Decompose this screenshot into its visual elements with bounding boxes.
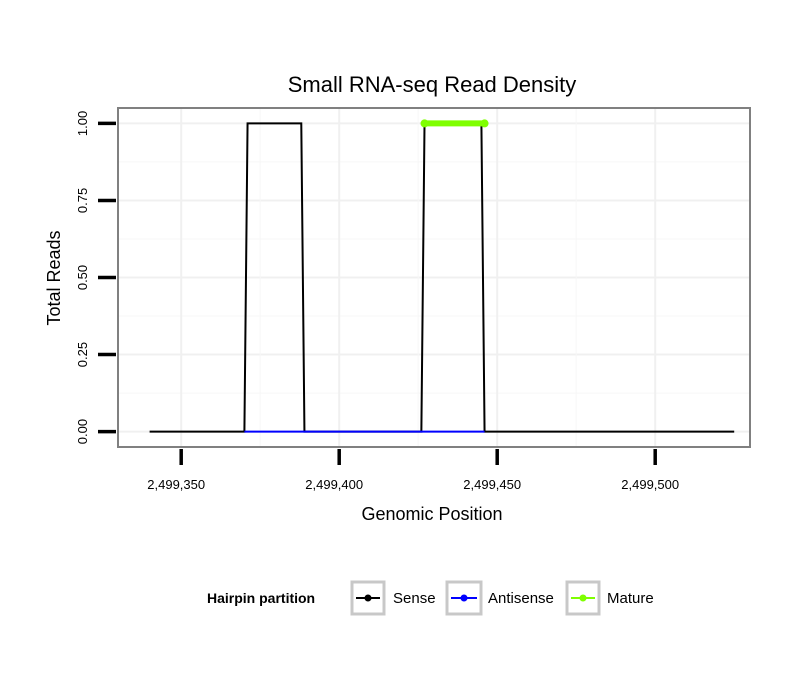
legend: Hairpin partition Sense Antisense Mature bbox=[207, 580, 654, 616]
chart-title: Small RNA-seq Read Density bbox=[288, 72, 577, 97]
legend-key-point bbox=[579, 594, 587, 602]
y-tick-label: 1.00 bbox=[75, 111, 90, 136]
legend-label-sense: Sense bbox=[393, 590, 436, 607]
x-tick-label: 2,499,350 bbox=[147, 477, 205, 492]
x-tick-label: 2,499,450 bbox=[463, 477, 521, 492]
x-tick-label: 2,499,500 bbox=[621, 477, 679, 492]
plot-panel bbox=[117, 107, 751, 448]
data-point-mature bbox=[480, 119, 489, 128]
legend-label-mature: Mature bbox=[607, 590, 654, 607]
y-axis-title: Total Reads bbox=[44, 230, 64, 325]
legend-title: Hairpin partition bbox=[207, 590, 315, 606]
x-axis-title: Genomic Position bbox=[361, 504, 502, 524]
y-tick-label: 0.75 bbox=[75, 188, 90, 213]
y-tick-label: 0.50 bbox=[75, 265, 90, 290]
legend-key-point bbox=[364, 594, 372, 602]
legend-key-point bbox=[460, 594, 468, 602]
y-tick-label: 0.00 bbox=[75, 419, 90, 444]
y-tick-label: 0.25 bbox=[75, 342, 90, 367]
grid bbox=[118, 108, 750, 447]
y-axis: 0.00 0.25 0.50 0.75 1.00 bbox=[75, 111, 116, 444]
data-point-mature bbox=[420, 119, 429, 128]
series-layer bbox=[149, 119, 735, 433]
x-tick-label: 2,499,400 bbox=[305, 477, 363, 492]
legend-label-antisense: Antisense bbox=[488, 590, 554, 607]
x-axis: 2,499,350 2,499,400 2,499,450 2,499,500 bbox=[147, 449, 679, 492]
legend-key-mature bbox=[565, 580, 601, 616]
